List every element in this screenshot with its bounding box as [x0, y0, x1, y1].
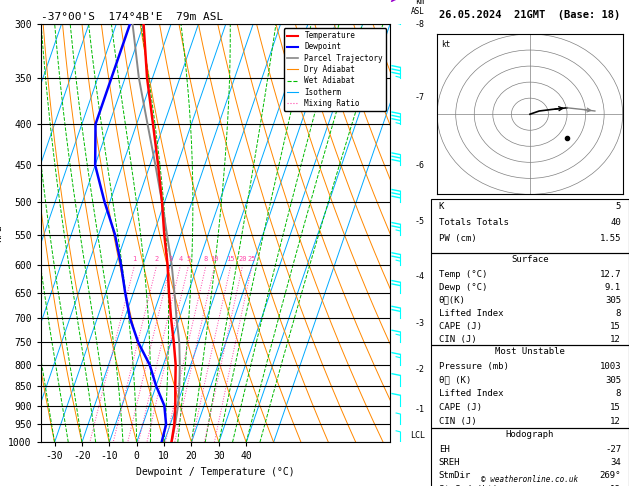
- Text: 8: 8: [204, 257, 208, 262]
- Text: 4: 4: [179, 257, 182, 262]
- Text: 15: 15: [226, 257, 235, 262]
- Text: -2: -2: [415, 364, 425, 374]
- Text: 34: 34: [610, 458, 621, 467]
- Text: SREH: SREH: [439, 458, 460, 467]
- Text: Pressure (mb): Pressure (mb): [439, 362, 509, 371]
- Text: 12: 12: [610, 334, 621, 344]
- Bar: [431, 428, 629, 486]
- Text: 5: 5: [186, 257, 191, 262]
- Text: Most Unstable: Most Unstable: [495, 347, 565, 357]
- Bar: [431, 345, 629, 428]
- Text: -27: -27: [605, 445, 621, 454]
- Text: 15: 15: [610, 322, 621, 330]
- Text: CIN (J): CIN (J): [439, 334, 476, 344]
- Text: LCL: LCL: [409, 432, 425, 440]
- Text: Temp (°C): Temp (°C): [439, 270, 487, 279]
- Text: CIN (J): CIN (J): [439, 417, 476, 426]
- Text: -7: -7: [415, 93, 425, 102]
- Text: © weatheronline.co.uk: © weatheronline.co.uk: [481, 474, 579, 484]
- Text: -37°00'S  174°4B'E  79m ASL: -37°00'S 174°4B'E 79m ASL: [41, 12, 223, 22]
- Text: kt: kt: [441, 40, 450, 49]
- Text: km
ASL: km ASL: [411, 0, 425, 16]
- Text: 2: 2: [155, 257, 159, 262]
- Text: StmSpd (kt): StmSpd (kt): [439, 485, 498, 486]
- Text: 305: 305: [605, 376, 621, 385]
- Text: 18: 18: [610, 485, 621, 486]
- Text: Dewp (°C): Dewp (°C): [439, 283, 487, 292]
- Text: 5: 5: [616, 202, 621, 211]
- Text: Surface: Surface: [511, 255, 548, 264]
- Text: 26.05.2024  21GMT  (Base: 18): 26.05.2024 21GMT (Base: 18): [439, 10, 621, 20]
- Text: 1003: 1003: [599, 362, 621, 371]
- Text: 1: 1: [133, 257, 136, 262]
- Text: 40: 40: [610, 218, 621, 227]
- Text: 8: 8: [616, 309, 621, 318]
- Y-axis label: hPa: hPa: [0, 225, 3, 242]
- Text: θᴇ (K): θᴇ (K): [439, 376, 471, 385]
- Text: 3: 3: [169, 257, 172, 262]
- Text: Hodograph: Hodograph: [506, 430, 554, 439]
- Text: 12: 12: [610, 417, 621, 426]
- Text: -8: -8: [415, 20, 425, 29]
- Text: -1: -1: [415, 405, 425, 414]
- Text: PW (cm): PW (cm): [439, 234, 476, 243]
- Text: 20: 20: [238, 257, 247, 262]
- X-axis label: Dewpoint / Temperature (°C): Dewpoint / Temperature (°C): [136, 467, 295, 477]
- Text: 12.7: 12.7: [599, 270, 621, 279]
- Text: -4: -4: [415, 272, 425, 281]
- Text: CAPE (J): CAPE (J): [439, 322, 482, 330]
- Text: StmDir: StmDir: [439, 471, 471, 481]
- Text: 9.1: 9.1: [605, 283, 621, 292]
- Text: 305: 305: [605, 295, 621, 305]
- Text: 1.55: 1.55: [599, 234, 621, 243]
- Text: K: K: [439, 202, 444, 211]
- Text: CAPE (J): CAPE (J): [439, 403, 482, 412]
- Text: 15: 15: [610, 403, 621, 412]
- Text: EH: EH: [439, 445, 450, 454]
- Text: Lifted Index: Lifted Index: [439, 389, 503, 399]
- Text: Lifted Index: Lifted Index: [439, 309, 503, 318]
- Text: -6: -6: [415, 160, 425, 170]
- Text: 25: 25: [248, 257, 257, 262]
- Text: 8: 8: [616, 389, 621, 399]
- Bar: [431, 253, 629, 345]
- Text: -3: -3: [415, 319, 425, 328]
- Text: 10: 10: [211, 257, 219, 262]
- Text: θᴇ(K): θᴇ(K): [439, 295, 465, 305]
- Text: -5: -5: [415, 217, 425, 226]
- Text: 269°: 269°: [599, 471, 621, 481]
- Bar: [431, 199, 629, 253]
- Legend: Temperature, Dewpoint, Parcel Trajectory, Dry Adiabat, Wet Adiabat, Isotherm, Mi: Temperature, Dewpoint, Parcel Trajectory…: [284, 28, 386, 111]
- Text: Totals Totals: Totals Totals: [439, 218, 509, 227]
